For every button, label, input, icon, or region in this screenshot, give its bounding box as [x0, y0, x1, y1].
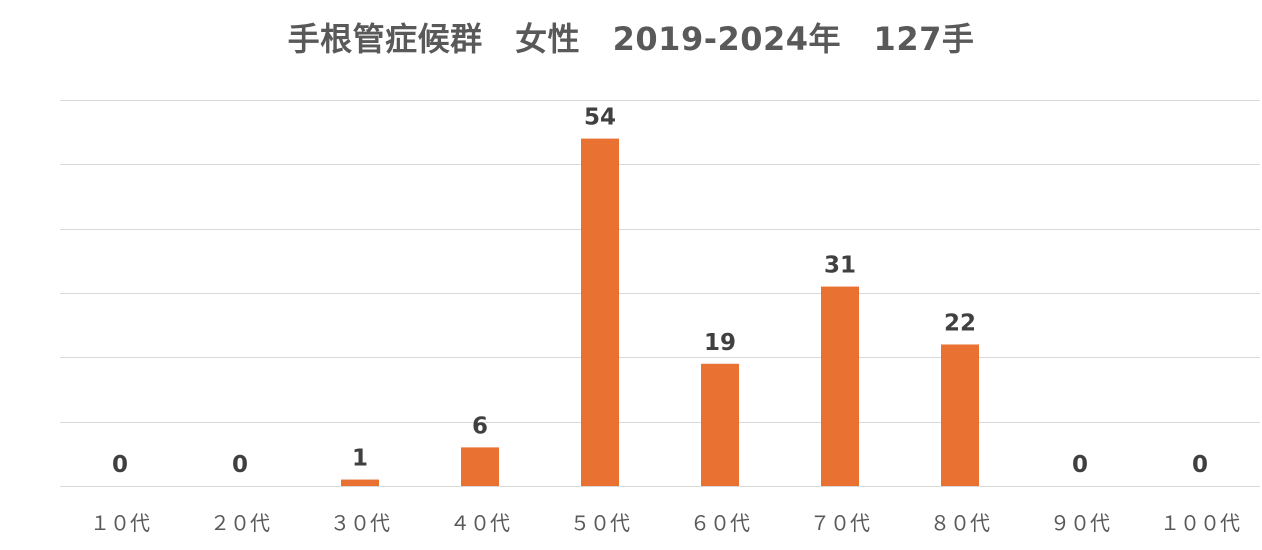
gridlines	[60, 100, 1260, 487]
x-tick-label: １０代	[90, 511, 150, 535]
x-tick-label: ５０代	[570, 511, 630, 535]
bar	[821, 286, 859, 486]
data-labels: 0 0 1 6 54 19 31 22 0 0	[112, 105, 1208, 478]
data-label: 0	[1192, 452, 1208, 478]
data-label: 0	[232, 452, 248, 478]
data-label: 0	[112, 452, 128, 478]
data-label: 31	[824, 253, 856, 279]
x-tick-label: ６０代	[690, 511, 750, 535]
x-tick-label: ３０代	[330, 511, 390, 535]
x-tick-label: １００代	[1160, 511, 1240, 535]
bar	[701, 363, 739, 486]
data-label: 1	[352, 446, 368, 472]
x-tick-label: ８０代	[930, 511, 990, 535]
bar	[941, 344, 979, 486]
bar	[461, 447, 499, 486]
data-label: 6	[472, 413, 488, 439]
bar	[341, 479, 379, 486]
x-tick-label: ７０代	[810, 511, 870, 535]
data-label: 54	[584, 105, 616, 131]
x-tick-label: ４０代	[450, 511, 510, 535]
data-label: 0	[1072, 452, 1088, 478]
data-label: 22	[944, 310, 976, 336]
x-axis-tick-labels: １０代 ２０代 ３０代 ４０代 ５０代 ６０代 ７０代 ８０代 ９０代 １００代	[90, 511, 1240, 535]
chart-title: 手根管症候群 女性 2019-2024年 127手	[287, 20, 975, 58]
x-tick-label: ２０代	[210, 511, 270, 535]
bar	[581, 138, 619, 486]
bars	[341, 138, 979, 486]
data-label: 19	[704, 330, 736, 356]
x-tick-label: ９０代	[1050, 511, 1110, 535]
